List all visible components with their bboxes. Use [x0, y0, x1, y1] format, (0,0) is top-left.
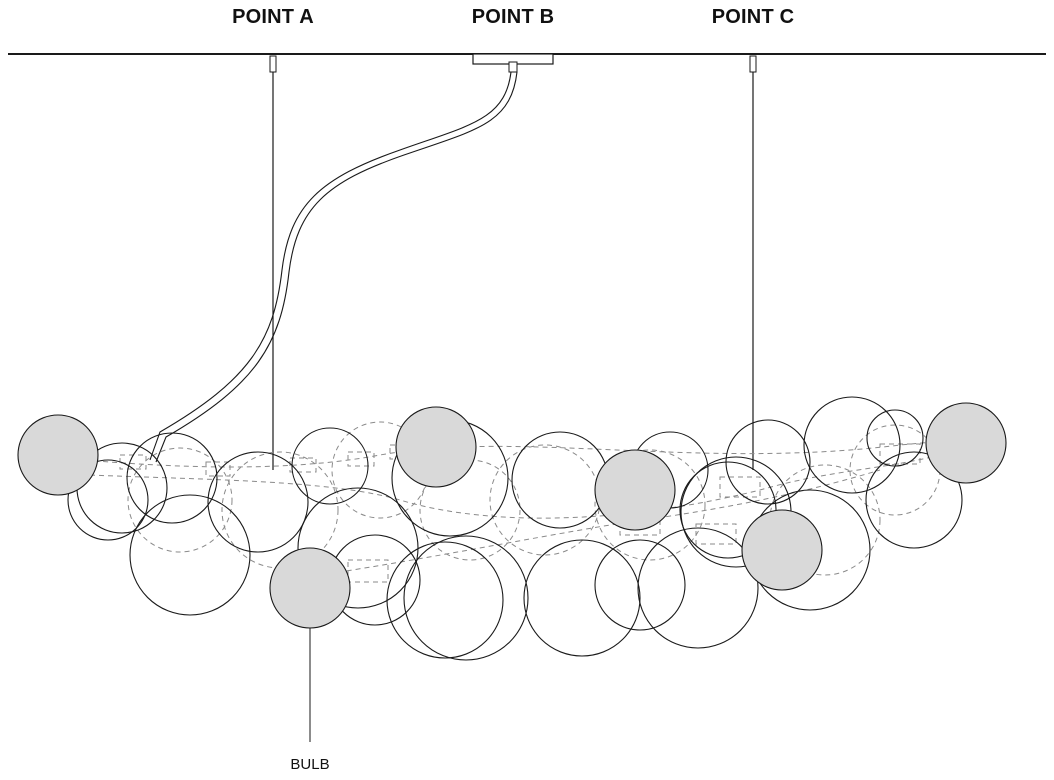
power-cable	[149, 71, 518, 463]
internal-frame	[84, 421, 956, 583]
cable-grip-point-b	[508, 61, 518, 73]
point-a-label: POINT A	[232, 6, 314, 28]
shaded-bulbs	[17, 402, 1007, 629]
globes	[67, 396, 963, 661]
bulb-label: BULB	[290, 756, 330, 773]
point-c-label: POINT C	[711, 6, 795, 28]
anchor-point-c	[749, 55, 757, 73]
anchor-point-a	[269, 55, 277, 73]
point-b-label: POINT B	[471, 6, 555, 28]
